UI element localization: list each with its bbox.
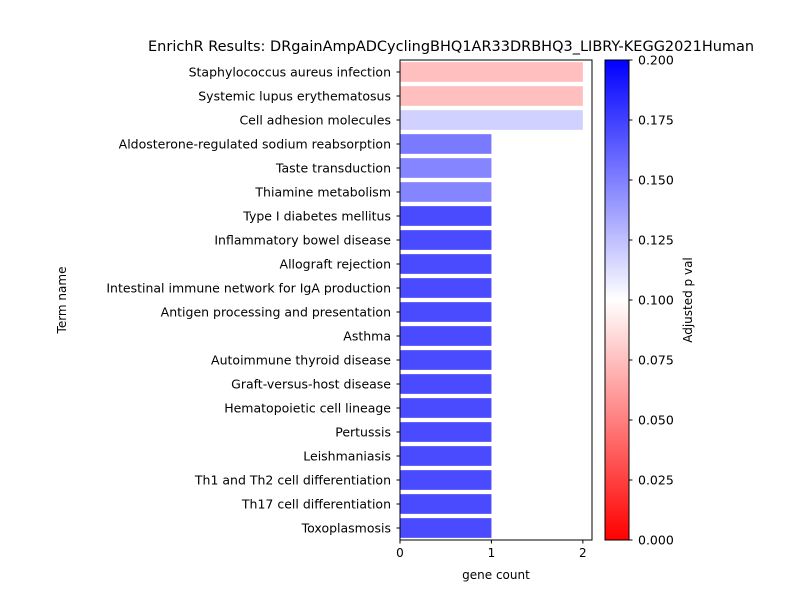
term-label: Staphylococcus aureus infection	[189, 65, 391, 80]
term-label: Cell adhesion molecules	[239, 113, 391, 128]
colorbar-tick-label: 0.150	[638, 173, 674, 188]
x-tick-label: 1	[488, 546, 496, 560]
bar-15	[400, 398, 492, 418]
bars-group	[400, 62, 583, 538]
term-label: Th1 and Th2 cell differentiation	[194, 473, 391, 488]
term-label: Antigen processing and presentation	[161, 305, 391, 320]
bar-9	[400, 254, 492, 274]
x-tick-label: 2	[579, 546, 587, 560]
term-label: Hematopoietic cell lineage	[224, 401, 391, 416]
colorbar-tick-label: 0.075	[638, 353, 674, 368]
colorbar-tick-label: 0.000	[638, 533, 674, 548]
term-label: Th17 cell differentiation	[241, 497, 391, 512]
bar-4	[400, 134, 492, 154]
bar-16	[400, 422, 492, 442]
term-label: Pertussis	[335, 425, 391, 440]
colorbar-ticks: 0.000 0.025 0.050 0.075 0.100 0.125 0.150 0.175…	[629, 53, 674, 548]
bar-11	[400, 302, 492, 322]
term-label: Type I diabetes mellitus	[242, 209, 391, 224]
colorbar-tick-label: 0.200	[638, 53, 674, 68]
colorbar	[604, 59, 630, 541]
term-label: Graft-versus-host disease	[231, 377, 391, 392]
term-label: Intestinal immune network for IgA produc…	[106, 281, 391, 296]
term-label: Asthma	[343, 329, 391, 344]
bar-6	[400, 182, 492, 202]
term-label: Thiamine metabolism	[254, 185, 391, 200]
term-labels-group: Staphylococcus aureus infection Systemic …	[106, 65, 400, 536]
term-label: Leishmaniasis	[303, 449, 391, 464]
bar-5	[400, 158, 492, 178]
colorbar-tick-label: 0.100	[638, 293, 674, 308]
term-label: Toxoplasmosis	[301, 521, 391, 536]
bar-17	[400, 446, 492, 466]
bar-3	[400, 110, 583, 130]
term-label: Aldosterone-regulated sodium reabsorptio…	[119, 137, 391, 152]
x-tick-label: 0	[396, 546, 404, 560]
bar-8	[400, 230, 492, 250]
bar-7	[400, 206, 492, 226]
bar-2	[400, 86, 583, 106]
bar-18	[400, 470, 492, 490]
term-label: Autoimmune thyroid disease	[211, 353, 391, 368]
x-axis: 0 1 2	[396, 540, 587, 560]
y-axis-label: Term name	[55, 267, 69, 335]
chart-title: EnrichR Results: DRgainAmpADCyclingBHQ1A…	[148, 39, 754, 55]
term-label: Systemic lupus erythematosus	[198, 89, 391, 104]
colorbar-tick-label: 0.025	[638, 473, 674, 488]
colorbar-tick-label: 0.125	[638, 233, 674, 248]
bar-13	[400, 350, 492, 370]
term-label: Inflammatory bowel disease	[214, 233, 391, 248]
bar-19	[400, 494, 492, 514]
bar-12	[400, 326, 492, 346]
bar-10	[400, 278, 492, 298]
term-label: Taste transduction	[275, 161, 391, 176]
plot-frame	[399, 59, 593, 541]
colorbar-label: Adjusted p val	[681, 257, 695, 343]
bar-1	[400, 62, 583, 82]
bar-14	[400, 374, 492, 394]
colorbar-tick-label: 0.175	[638, 113, 674, 128]
bar-20	[400, 518, 492, 538]
term-label: Allograft rejection	[280, 257, 391, 272]
x-axis-label: gene count	[462, 568, 530, 582]
colorbar-tick-label: 0.050	[638, 413, 674, 428]
